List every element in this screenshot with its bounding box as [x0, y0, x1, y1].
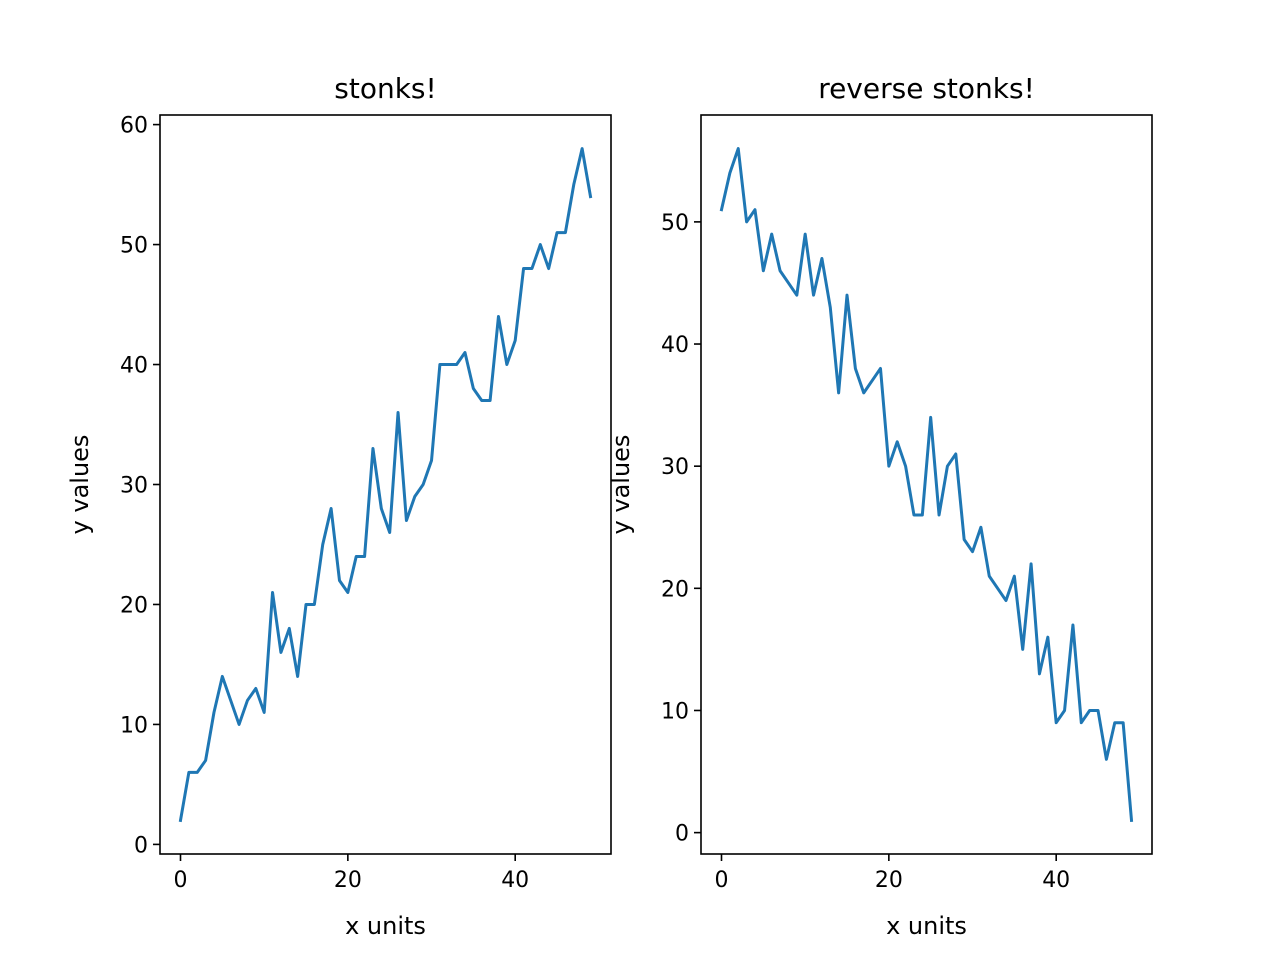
y-tick-label: 0: [134, 833, 148, 858]
x-tick-label: 40: [1042, 868, 1070, 893]
y-tick-label: 10: [120, 713, 148, 738]
axes-frame: [700, 114, 1153, 855]
y-tick-label: 40: [661, 333, 689, 358]
x-tick-label: 20: [334, 868, 362, 893]
y-tick-label: 30: [120, 474, 148, 499]
y-axis-label: y values: [66, 435, 94, 535]
x-axis-label: x units: [886, 912, 967, 940]
chart-title: stonks!: [334, 72, 436, 105]
y-tick-label: 10: [661, 699, 689, 724]
x-tick-label: 20: [875, 868, 903, 893]
x-axis-label: x units: [345, 912, 426, 940]
subplot-reverse-stonks: 0 20 40 0 10 20 30 40 50 reverse stonks! x units y …: [607, 72, 1153, 940]
y-tick-label: 40: [120, 354, 148, 379]
y-tick-label: 20: [120, 593, 148, 618]
y-tick-label: 50: [661, 211, 689, 236]
series-line-0: [178, 147, 593, 823]
y-axis-label: y values: [607, 435, 635, 535]
x-tick-label: 40: [501, 868, 529, 893]
y-tick-label: 30: [661, 455, 689, 480]
subplot-stonks: 0 20 40 0 10 20 30 40 50 60 stonks! x units y values: [66, 72, 612, 940]
y-tick-label: 20: [661, 577, 689, 602]
y-tick-label: 0: [675, 822, 689, 847]
y-tick-label: 50: [120, 234, 148, 259]
x-tick-label: 0: [174, 868, 188, 893]
series-line-0: [719, 147, 1134, 823]
chart-title: reverse stonks!: [818, 72, 1035, 105]
y-tick-label: 60: [120, 114, 148, 139]
x-tick-label: 0: [715, 868, 729, 893]
